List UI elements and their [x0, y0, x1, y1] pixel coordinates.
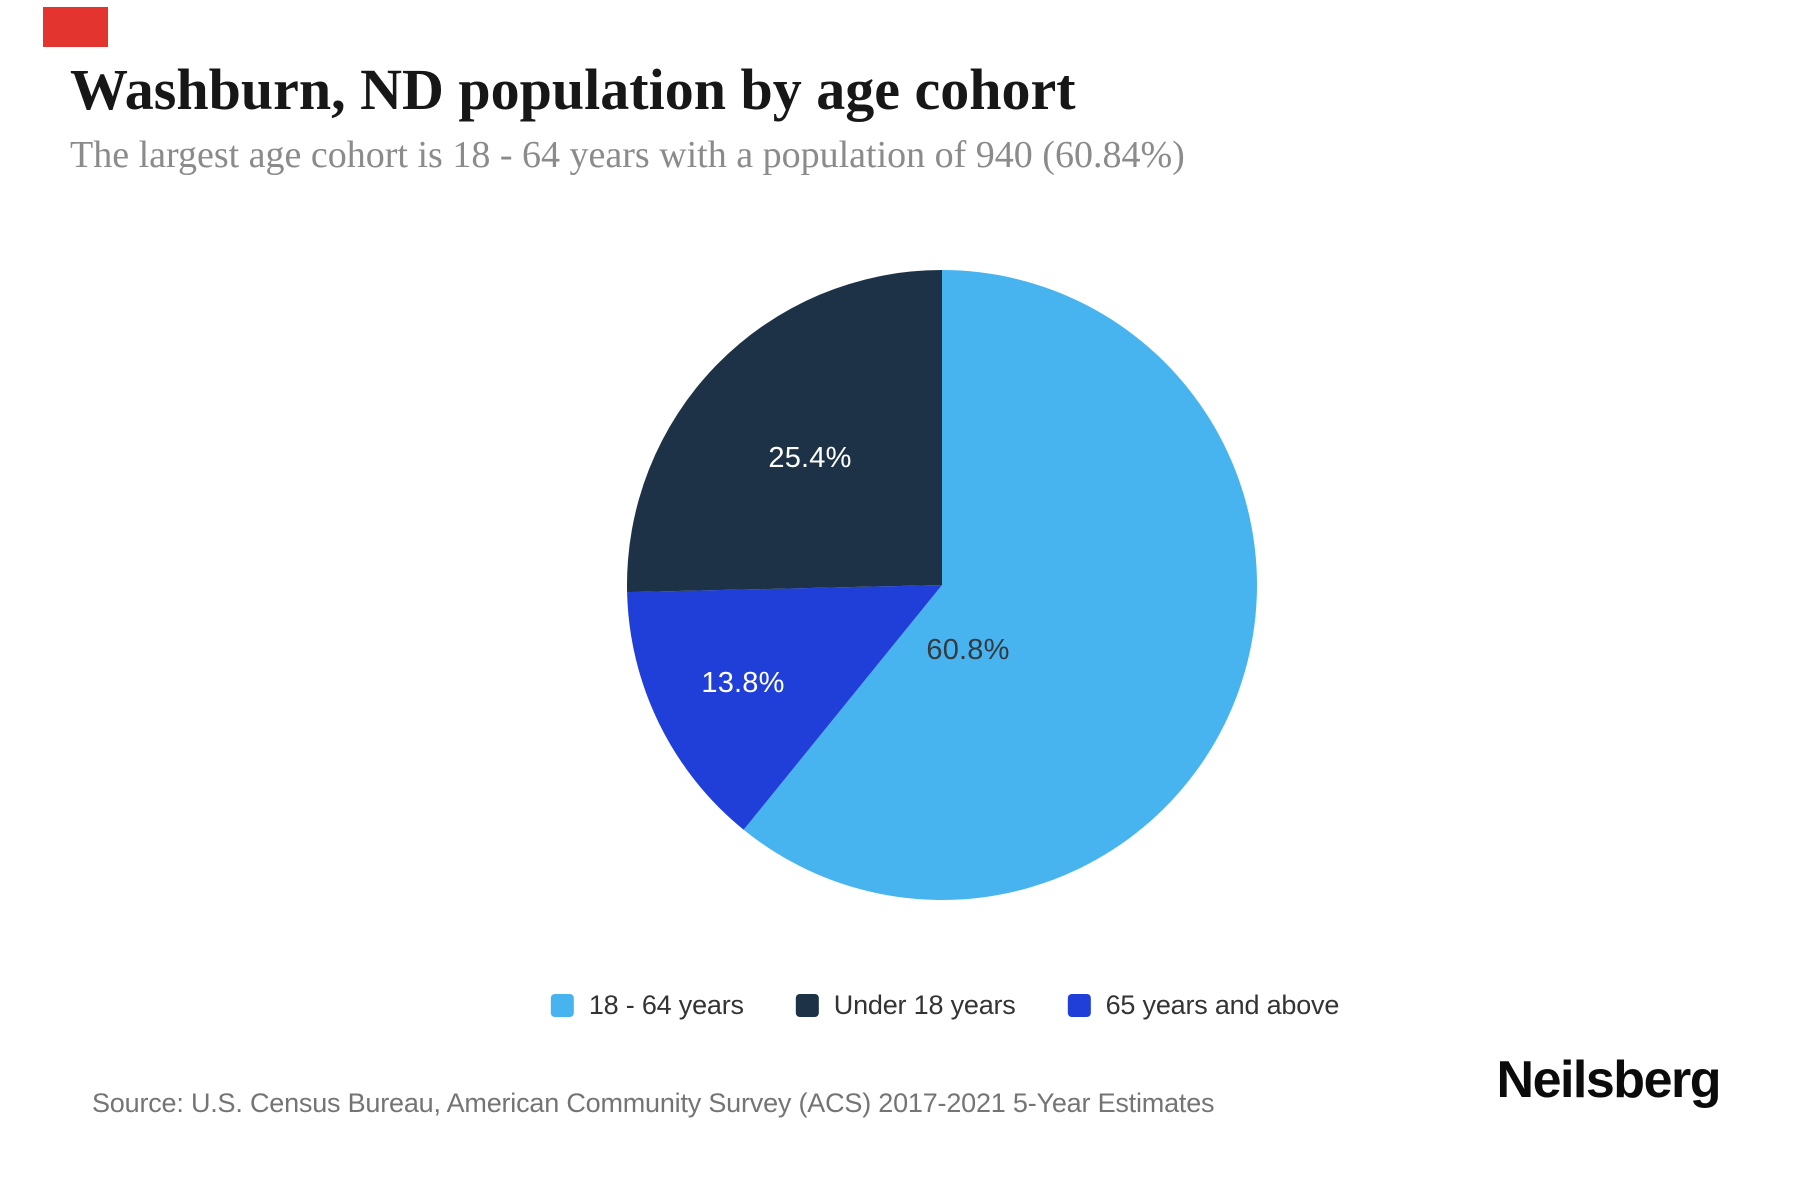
pie-slice-under-18-years[interactable]: [626, 270, 942, 593]
pie-chart: 60.8% 13.8% 25.4%: [626, 270, 1257, 901]
pie-slice-18-64-years[interactable]: [743, 270, 1257, 901]
legend-label: 18 - 64 years: [588, 990, 744, 1020]
source-attribution: Source: U.S. Census Bureau, American Com…: [92, 1088, 1215, 1118]
legend-swatch-icon: [795, 994, 819, 1017]
chart-title: Washburn, ND population by age cohort: [70, 57, 1076, 122]
legend-label: Under 18 years: [833, 990, 1016, 1020]
pie-slice-65-years-and-above[interactable]: [627, 585, 942, 830]
legend-swatch-icon: [1067, 994, 1091, 1017]
legend-item-65-years-and-above[interactable]: 65 years and above: [1067, 990, 1340, 1021]
legend-item-under-18-years[interactable]: Under 18 years: [795, 990, 1016, 1021]
chart-legend: 18 - 64 years Under 18 years 65 years and …: [550, 990, 1340, 1021]
legend-swatch-icon: [550, 994, 574, 1017]
slice-percentage-label: 25.4%: [768, 442, 851, 474]
neilsberg-logo: Neilsberg: [1496, 1051, 1722, 1109]
slice-percentage-label: 60.8%: [926, 634, 1009, 666]
slice-percentage-label: 13.8%: [701, 667, 784, 699]
legend-label: 65 years and above: [1105, 990, 1340, 1020]
legend-item-18-64-years[interactable]: 18 - 64 years: [550, 990, 744, 1021]
red-marker: [43, 7, 108, 47]
chart-subtitle: The largest age cohort is 18 - 64 years …: [70, 134, 1185, 176]
